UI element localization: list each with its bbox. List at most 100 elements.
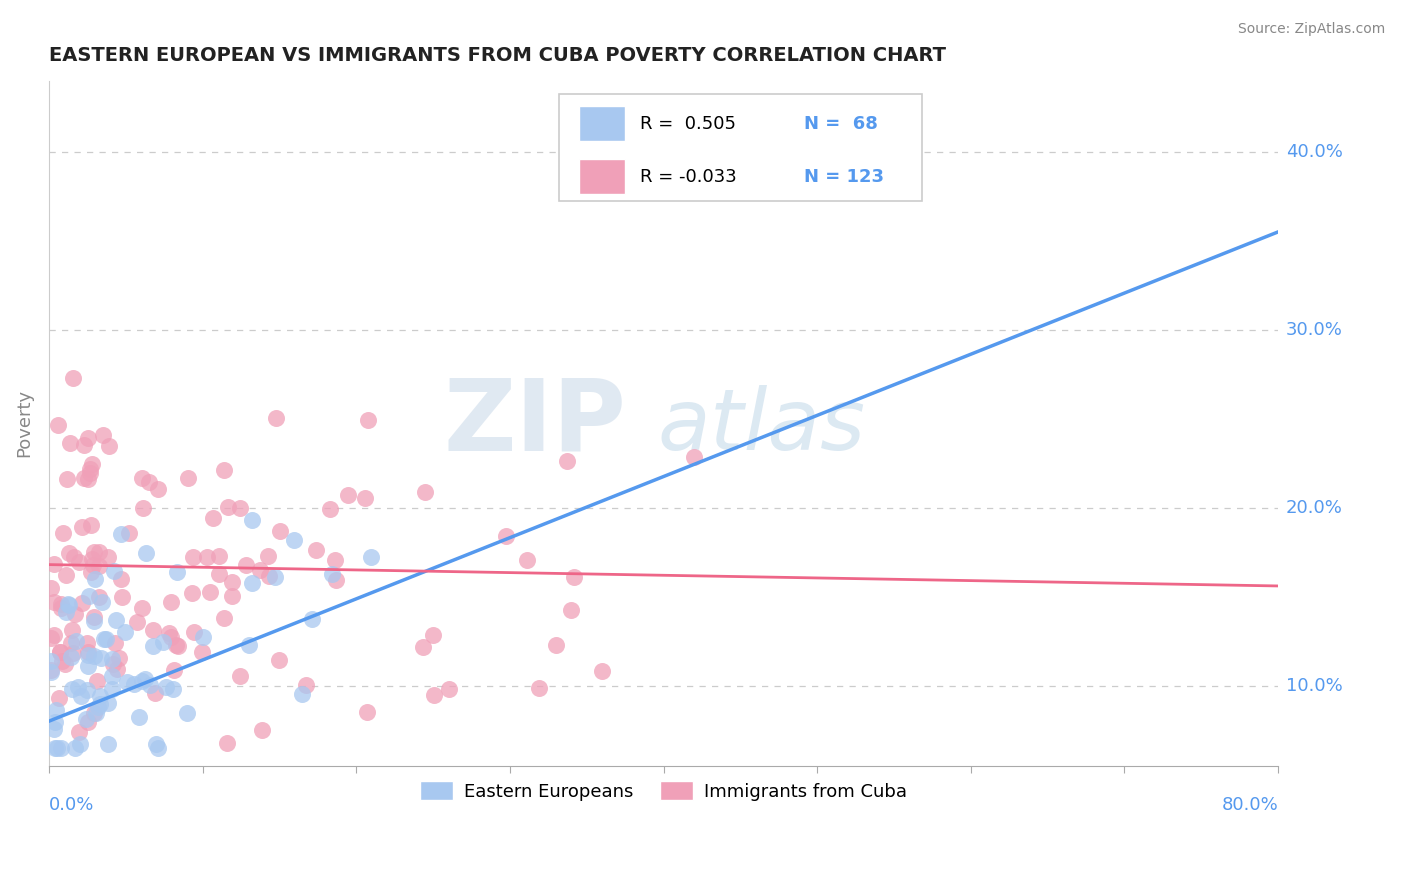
Point bbox=[48, 645, 70, 659]
Point bbox=[190, 645, 212, 659]
Point bbox=[55, 567, 77, 582]
Point bbox=[62, 646, 84, 660]
Point bbox=[295, 677, 318, 691]
Point bbox=[55, 605, 77, 619]
Point bbox=[336, 488, 359, 502]
Point bbox=[215, 735, 238, 749]
Point bbox=[235, 558, 257, 573]
Point bbox=[110, 526, 132, 541]
Point bbox=[266, 410, 288, 425]
Point bbox=[132, 500, 155, 515]
Point bbox=[146, 740, 169, 755]
Point bbox=[62, 370, 84, 384]
Point bbox=[70, 520, 93, 534]
Point bbox=[127, 615, 149, 630]
Point bbox=[39, 664, 62, 678]
Point bbox=[208, 549, 231, 563]
Point bbox=[202, 511, 225, 525]
Point bbox=[157, 626, 180, 640]
Point bbox=[51, 654, 73, 668]
Point bbox=[357, 413, 380, 427]
Text: Source: ZipAtlas.com: Source: ZipAtlas.com bbox=[1237, 22, 1385, 37]
Point bbox=[100, 668, 122, 682]
Point bbox=[148, 482, 170, 496]
Point bbox=[77, 472, 100, 486]
Point bbox=[60, 624, 83, 638]
Point bbox=[423, 689, 446, 703]
Point bbox=[66, 680, 89, 694]
Point bbox=[93, 632, 115, 647]
Point bbox=[101, 657, 124, 671]
Point bbox=[138, 475, 160, 490]
Point bbox=[240, 513, 263, 527]
Point bbox=[544, 639, 567, 653]
Point bbox=[562, 570, 585, 584]
Text: 40.0%: 40.0% bbox=[1285, 143, 1343, 161]
Point bbox=[91, 595, 114, 609]
Point bbox=[159, 630, 181, 644]
Point bbox=[39, 665, 62, 679]
Point bbox=[84, 706, 107, 720]
Bar bbox=[579, 159, 626, 194]
Point bbox=[163, 663, 186, 677]
Point bbox=[83, 706, 105, 721]
Point bbox=[105, 662, 128, 676]
Point bbox=[77, 714, 100, 729]
Point bbox=[79, 462, 101, 476]
Point bbox=[103, 565, 125, 579]
Point bbox=[98, 439, 121, 453]
Point bbox=[80, 457, 103, 471]
Text: N = 123: N = 123 bbox=[804, 168, 883, 186]
Point bbox=[42, 557, 65, 571]
Point bbox=[97, 550, 120, 565]
Text: 10.0%: 10.0% bbox=[1285, 677, 1343, 695]
Point bbox=[138, 678, 160, 692]
Point bbox=[83, 545, 105, 559]
Point bbox=[97, 696, 120, 710]
Point bbox=[162, 681, 184, 696]
Point bbox=[45, 703, 67, 717]
Point bbox=[86, 673, 108, 688]
Point bbox=[82, 551, 104, 566]
Point bbox=[229, 500, 252, 515]
Point bbox=[412, 640, 434, 655]
Point bbox=[191, 631, 214, 645]
Point bbox=[135, 546, 157, 560]
Point bbox=[84, 573, 107, 587]
Point bbox=[94, 632, 117, 646]
Point bbox=[495, 529, 517, 543]
Point bbox=[283, 533, 305, 548]
Point bbox=[118, 525, 141, 540]
Point bbox=[516, 553, 538, 567]
Point bbox=[79, 589, 101, 603]
Point bbox=[110, 572, 132, 586]
Point bbox=[48, 690, 70, 705]
Point bbox=[63, 550, 86, 565]
Point bbox=[160, 594, 183, 608]
Text: atlas: atlas bbox=[658, 385, 865, 468]
Point bbox=[115, 674, 138, 689]
Point bbox=[65, 634, 87, 648]
Point bbox=[100, 682, 122, 697]
Point bbox=[58, 597, 80, 611]
Point bbox=[134, 673, 156, 687]
Point bbox=[305, 543, 328, 558]
Point bbox=[560, 603, 582, 617]
Point bbox=[89, 697, 111, 711]
Point bbox=[267, 653, 290, 667]
Point bbox=[89, 559, 111, 574]
Point bbox=[60, 636, 83, 650]
Text: N =  68: N = 68 bbox=[804, 114, 877, 133]
Point bbox=[181, 549, 204, 564]
Point bbox=[107, 650, 129, 665]
Point bbox=[44, 628, 66, 642]
Point bbox=[325, 574, 347, 588]
Point bbox=[240, 576, 263, 591]
Point bbox=[60, 681, 83, 696]
Point bbox=[70, 595, 93, 609]
Point bbox=[87, 545, 110, 559]
Point bbox=[167, 639, 190, 653]
Point bbox=[44, 595, 66, 609]
Point bbox=[131, 600, 153, 615]
Bar bbox=[579, 106, 626, 141]
